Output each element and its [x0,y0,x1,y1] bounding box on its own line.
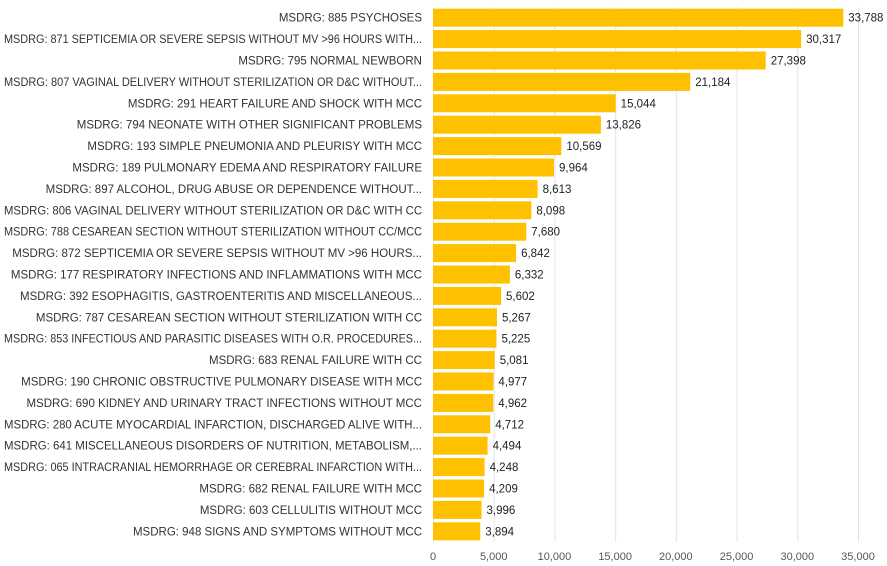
category-label: MSDRG: 885 PSYCHOSES [279,13,422,25]
bar [433,522,481,541]
value-label: 9,964 [559,163,588,175]
x-axis-ticks: 0 5,000 10,000 15,000 20,000 25,000 30,000 35,0… [430,551,875,563]
bar [433,51,766,70]
category-label: MSDRG: 193 SIMPLE PNEUMONIA AND PLEURISY… [87,141,422,153]
value-label: 10,569 [566,141,601,153]
category-label: MSDRG: 190 CHRONIC OBSTRUCTIVE PULMONARY… [21,377,422,389]
category-label: MSDRG: 872 SEPTICEMIA OR SEVERE SEPSIS W… [12,248,422,260]
bar [433,179,538,198]
value-label: 6,332 [515,270,544,282]
value-label: 4,248 [490,462,519,474]
bars [433,8,844,541]
value-label: 4,962 [498,398,527,410]
category-label: MSDRG: 787 CESAREAN SECTION WITHOUT STER… [36,312,422,324]
value-label: 30,317 [806,34,841,46]
value-label: 6,842 [521,248,550,260]
value-label: 4,977 [498,377,527,389]
bar [433,479,485,498]
category-label: MSDRG: 280 ACUTE MYOCARDIAL INFARCTION, … [4,419,422,431]
value-label: 8,098 [536,205,565,217]
bar [433,222,527,241]
bar [433,115,601,134]
value-label: 4,712 [495,419,524,431]
category-label: MSDRG: 806 VAGINAL DELIVERY WITHOUT STER… [4,205,422,217]
category-label: MSDRG: 788 CESAREAN SECTION WITHOUT STER… [4,227,422,239]
category-label: MSDRG: 177 RESPIRATORY INFECTIONS AND IN… [11,270,422,282]
category-label: MSDRG: 807 VAGINAL DELIVERY WITHOUT STER… [4,77,422,89]
category-label: MSDRG: 291 HEART FAILURE AND SHOCK WITH … [128,98,422,110]
x-tick-label: 5,000 [480,551,508,563]
x-tick-label: 25,000 [720,551,754,563]
x-tick-label: 30,000 [780,551,814,563]
category-label: MSDRG: 690 KIDNEY AND URINARY TRACT INFE… [26,398,422,410]
x-tick-label: 35,000 [841,551,875,563]
x-tick-label: 0 [430,551,436,563]
value-label: 27,398 [771,56,806,68]
bar [433,500,482,519]
category-label: MSDRG: 948 SIGNS AND SYMPTOMS WITHOUT MC… [133,526,422,538]
bar [433,372,494,391]
bar [433,393,494,412]
bar [433,137,562,156]
category-label: MSDRG: 795 NORMAL NEWBORN [238,56,422,68]
value-label: 3,996 [487,505,516,517]
category-label: MSDRG: 683 RENAL FAILURE WITH CC [209,355,422,367]
bar [433,94,616,113]
bar [433,458,485,477]
bar [433,201,532,220]
x-tick-label: 15,000 [598,551,632,563]
category-label: MSDRG: 871 SEPTICEMIA OR SEVERE SEPSIS W… [4,34,422,46]
bar [433,329,497,348]
value-label: 4,494 [493,441,522,453]
category-label: MSDRG: 392 ESOPHAGITIS, GASTROENTERITIS … [20,291,422,303]
bar [433,286,502,305]
bar [433,72,691,91]
value-label: 8,613 [543,184,572,196]
category-label: MSDRG: 189 PULMONARY EDEMA AND RESPIRATO… [72,163,422,175]
x-tick-label: 20,000 [659,551,693,563]
value-label: 5,602 [506,291,535,303]
category-labels: MSDRG: 885 PSYCHOSES MSDRG: 871 SEPTICEMI… [4,13,422,539]
bar [433,351,495,370]
category-label: MSDRG: 603 CELLULITIS WITHOUT MCC [200,505,422,517]
category-label: MSDRG: 641 MISCELLANEOUS DISORDERS OF NU… [4,441,422,453]
value-label: 15,044 [621,98,657,110]
x-tick-label: 10,000 [538,551,572,563]
category-label: MSDRG: 682 RENAL FAILURE WITH MCC [199,484,422,496]
bar [433,308,497,327]
bar [433,30,802,49]
bar [433,8,844,27]
value-label: 4,209 [489,484,518,496]
category-label: MSDRG: 794 NEONATE WITH OTHER SIGNIFICAN… [77,120,423,132]
bar [433,436,488,455]
value-label: 5,225 [501,334,530,346]
value-label: 5,267 [502,312,531,324]
value-label: 5,081 [500,355,529,367]
category-label: MSDRG: 065 INTRACRANIAL HEMORRHAGE OR CE… [4,462,422,474]
value-label: 13,826 [606,120,641,132]
bar [433,158,554,177]
value-label: 33,788 [848,13,883,25]
bar [433,415,491,434]
bar [433,265,510,284]
value-label: 3,894 [485,526,514,538]
value-label: 21,184 [695,77,731,89]
value-label: 7,680 [531,227,560,239]
category-label: MSDRG: 853 INFECTIOUS AND PARASITIC DISE… [4,334,422,346]
bar [433,244,517,263]
category-label: MSDRG: 897 ALCOHOL, DRUG ABUSE OR DEPEND… [46,184,422,196]
